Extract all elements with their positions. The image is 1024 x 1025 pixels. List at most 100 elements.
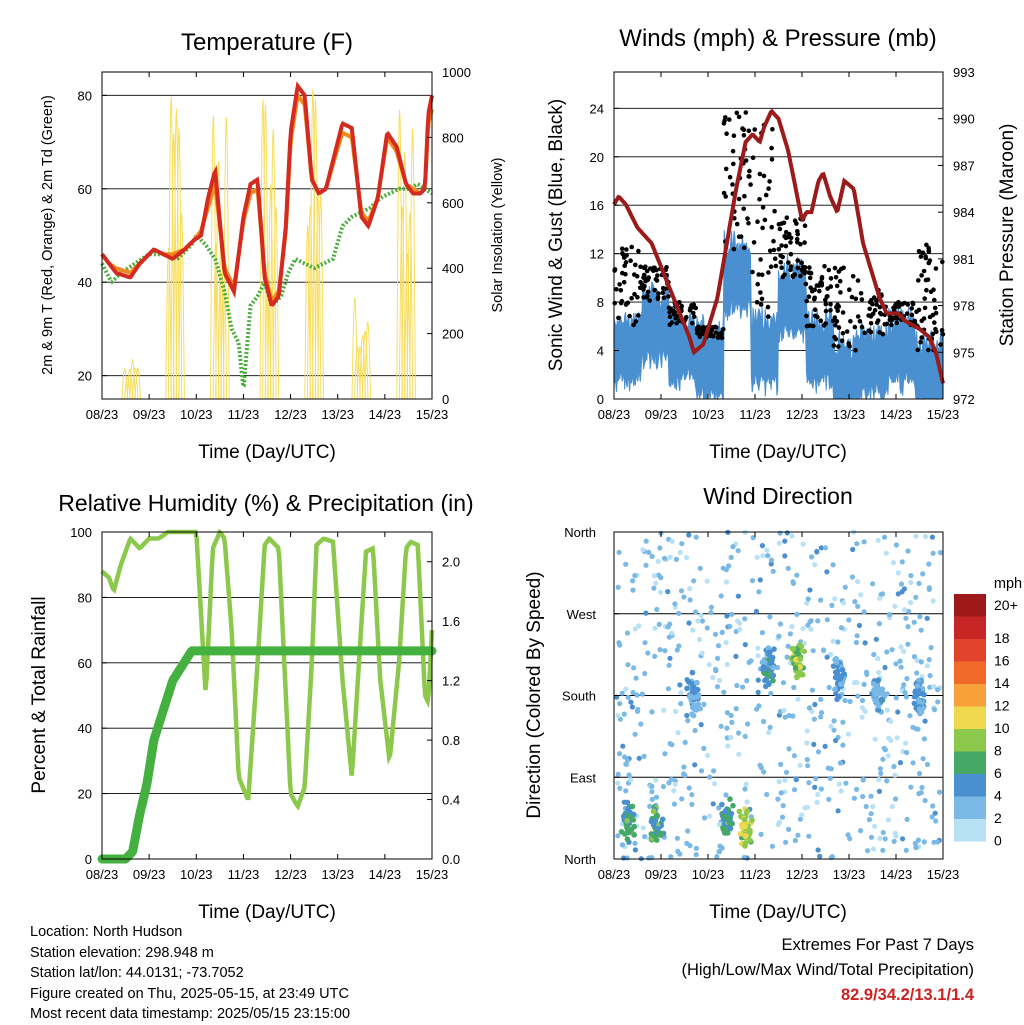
direction-point xyxy=(826,796,832,803)
gust-point xyxy=(795,265,801,271)
direction-point xyxy=(666,634,672,640)
direction-point xyxy=(862,640,868,646)
direction-point xyxy=(676,643,682,649)
direction-point xyxy=(782,553,788,559)
direction-cluster-point xyxy=(801,648,808,655)
direction-point xyxy=(615,780,621,786)
direction-point xyxy=(804,728,810,734)
gust-point xyxy=(631,322,636,328)
gust-point xyxy=(766,270,771,275)
direction-point xyxy=(876,621,883,627)
direction-point xyxy=(779,814,786,820)
gust-point xyxy=(825,294,830,299)
direction-point xyxy=(805,763,811,769)
direction-point xyxy=(791,787,798,793)
direction-point xyxy=(916,791,922,797)
y-tick-label: 8 xyxy=(597,295,604,310)
gust-point xyxy=(748,182,753,187)
direction-point xyxy=(833,737,839,744)
gust-point xyxy=(762,217,768,223)
y-tick-label: 0 xyxy=(85,852,92,867)
direction-point xyxy=(804,600,810,606)
humidity-ticks: 08/23 09/23 10/23 11/23 12/23 13/23 14/23 15/23… xyxy=(70,525,460,882)
direction-point xyxy=(815,847,821,853)
direction-point xyxy=(853,786,860,793)
gust-point xyxy=(939,327,945,333)
direction-cluster-point xyxy=(741,816,748,823)
gust-point xyxy=(844,329,850,334)
direction-cluster-point xyxy=(744,808,750,814)
gust-point xyxy=(926,249,932,254)
gust-point xyxy=(795,239,800,245)
direction-point xyxy=(684,712,690,719)
direction-point xyxy=(856,622,863,629)
direction-point xyxy=(679,541,685,547)
gust-point xyxy=(690,320,695,326)
direction-cluster-point xyxy=(747,837,753,844)
legend-swatch xyxy=(954,729,986,752)
direction-cluster-point xyxy=(652,818,659,824)
direction-point xyxy=(687,586,693,592)
x-tick-label: 09/23 xyxy=(133,407,166,422)
direction-point xyxy=(793,777,799,783)
x-tick-label: 13/23 xyxy=(321,407,354,422)
direction-point xyxy=(726,563,732,569)
direction-point xyxy=(678,701,684,707)
gust-point xyxy=(922,296,927,301)
y-tick-label: 100 xyxy=(70,525,92,540)
direction-point xyxy=(846,617,852,623)
insolation-line xyxy=(167,96,175,400)
gust-point xyxy=(765,304,771,310)
gust-point xyxy=(772,208,777,214)
gust-point xyxy=(832,265,838,271)
direction-point xyxy=(877,595,883,601)
y2-tick-label: 972 xyxy=(953,392,975,407)
direction-point xyxy=(918,659,924,665)
direction-cluster-point xyxy=(625,829,631,836)
direction-point xyxy=(616,640,622,646)
direction-cluster-point xyxy=(917,710,923,717)
direction-point xyxy=(776,819,783,825)
gust-point xyxy=(746,221,751,226)
gust-point xyxy=(855,278,861,283)
gust-point xyxy=(904,311,910,316)
direction-point xyxy=(855,693,861,699)
direction-point xyxy=(809,687,816,693)
direction-point xyxy=(929,534,936,540)
gust-point xyxy=(831,343,837,348)
direction-point xyxy=(787,631,794,637)
gust-point xyxy=(836,325,842,330)
gust-point xyxy=(752,127,757,132)
gust-point xyxy=(757,171,763,177)
x-tick-label: 15/23 xyxy=(416,407,449,422)
direction-point xyxy=(704,578,710,584)
gust-point xyxy=(616,315,621,321)
direction-point xyxy=(742,642,748,648)
direction-point xyxy=(836,781,842,787)
direction-cluster-point xyxy=(690,712,697,719)
gust-point xyxy=(777,226,783,232)
direction-point xyxy=(905,624,911,630)
direction-point xyxy=(876,669,882,675)
direction-point xyxy=(759,630,766,636)
direction-point xyxy=(868,793,874,799)
direction-point xyxy=(900,836,906,842)
direction-point xyxy=(877,766,884,772)
direction-point xyxy=(744,799,750,805)
direction-point xyxy=(842,697,848,704)
gust-point xyxy=(620,251,626,257)
direction-point xyxy=(924,615,930,622)
direction-point xyxy=(649,553,655,560)
direction-cluster-point xyxy=(722,808,729,814)
direction-point xyxy=(661,555,668,562)
gust-point xyxy=(750,155,756,160)
direction-point xyxy=(673,708,679,715)
direction-cluster-point xyxy=(911,700,918,707)
gust-point xyxy=(713,330,719,335)
direction-point xyxy=(655,558,661,564)
direction-point xyxy=(712,631,719,637)
gust-point xyxy=(715,335,721,340)
direction-point xyxy=(652,653,658,659)
gust-point xyxy=(933,266,939,271)
direction-point xyxy=(881,534,888,540)
